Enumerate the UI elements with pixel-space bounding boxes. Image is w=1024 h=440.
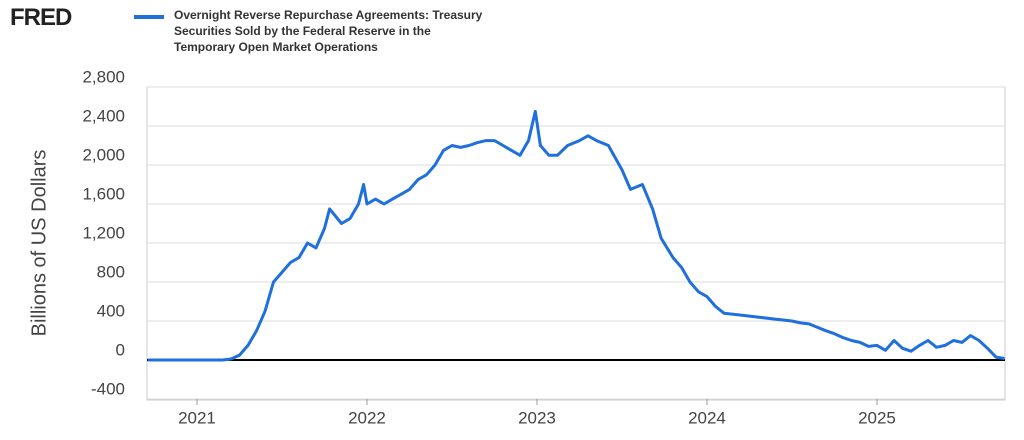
y-tick-label: 2,800 — [82, 67, 125, 86]
x-tick-label: 2023 — [518, 408, 556, 427]
y-tick-label: 800 — [97, 262, 125, 281]
x-tick-label: 2024 — [688, 408, 726, 427]
data-line — [147, 109, 1005, 362]
y-tick-label: 2,400 — [82, 106, 125, 125]
x-tick-label: 2025 — [858, 408, 896, 427]
y-tick-label: 1,600 — [82, 184, 125, 203]
x-tick-label: 2021 — [178, 408, 216, 427]
y-axis-label: Billions of US Dollars — [28, 150, 50, 337]
legend-label: Overnight Reverse Repurchase Agreements:… — [174, 8, 483, 54]
legend-swatch — [134, 15, 164, 19]
x-tick-label: 2022 — [348, 408, 386, 427]
logo[interactable]: FRED — [10, 4, 72, 31]
y-tick-label: -400 — [91, 379, 125, 398]
y-tick-label: 1,200 — [82, 223, 125, 242]
y-tick-label: 0 — [116, 340, 125, 359]
y-tick-label: 400 — [97, 301, 125, 320]
y-tick-label: 2,000 — [82, 145, 125, 164]
